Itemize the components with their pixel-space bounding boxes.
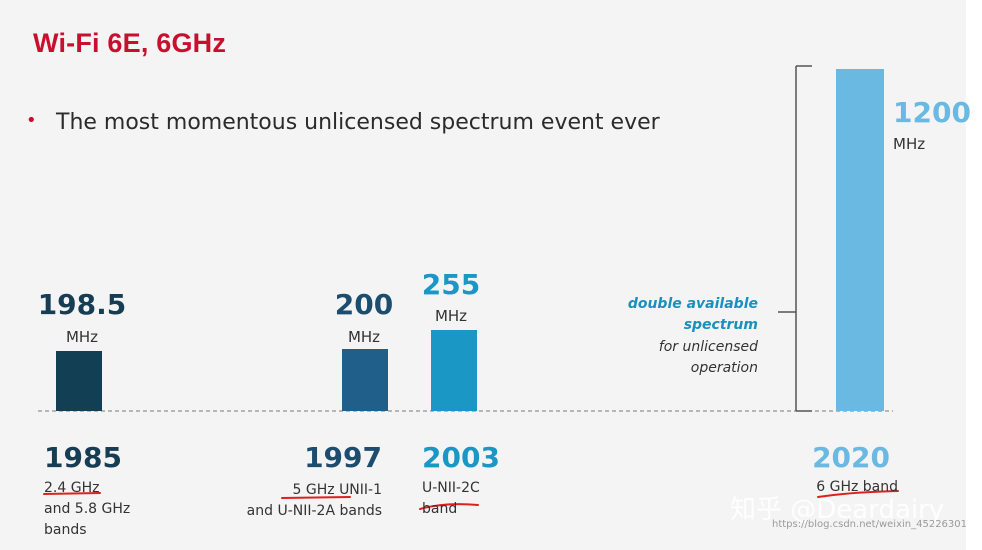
unit-label-2003: MHz	[435, 307, 467, 325]
value-label-2003: 255	[422, 268, 480, 301]
annotation-line-2: spectrum	[684, 317, 758, 333]
watermark-text: 知乎 @Deardairy	[730, 495, 944, 525]
band-description-1997: 5 GHz UNII-1	[293, 482, 382, 498]
unit-label-2020: MHz	[893, 135, 925, 153]
underline-unii-1	[281, 496, 351, 499]
band-description-2003: U-NII-2C	[422, 480, 480, 496]
band-description-1997: and U-NII-2A bands	[247, 503, 382, 519]
value-label-2020: 1200	[893, 96, 971, 129]
bar-2020	[836, 69, 884, 411]
watermark-url: https://blog.csdn.net/weixin_45226301	[772, 519, 967, 530]
annotation-line-4: operation	[691, 360, 758, 376]
underline-2-4ghz	[43, 492, 101, 495]
unit-label-1997: MHz	[348, 328, 380, 346]
slide-edge	[966, 0, 982, 550]
year-label-1997: 1997	[304, 441, 382, 474]
underline-unii-2c	[419, 503, 479, 510]
bar-1997	[342, 349, 388, 411]
underline-6ghz	[817, 490, 899, 498]
doubling-bracket	[778, 65, 812, 412]
annotation-line-1: double available	[628, 296, 758, 312]
bullet-text: The most momentous unlicensed spectrum e…	[56, 110, 660, 135]
bar-2003	[431, 330, 477, 411]
red-underline-marks	[43, 490, 899, 510]
band-description-1985: and 5.8 GHz	[44, 501, 130, 517]
value-label-1997: 200	[335, 288, 393, 321]
bullet-dot-icon: •	[26, 110, 37, 131]
year-label-2020: 2020	[812, 441, 890, 474]
slide-title: Wi-Fi 6E, 6GHz	[33, 28, 227, 58]
year-label-2003: 2003	[422, 441, 500, 474]
band-description-2020: 6 GHz band	[816, 479, 898, 495]
band-description-2003: band	[422, 501, 457, 517]
annotation-line-3: for unlicensed	[659, 339, 758, 355]
value-label-1985: 198.5	[38, 288, 127, 321]
band-description-1985: bands	[44, 522, 87, 538]
band-description-1985: 2.4 GHz	[44, 480, 99, 496]
year-label-1985: 1985	[44, 441, 122, 474]
unit-label-1985: MHz	[66, 328, 98, 346]
bar-1985	[56, 351, 102, 411]
